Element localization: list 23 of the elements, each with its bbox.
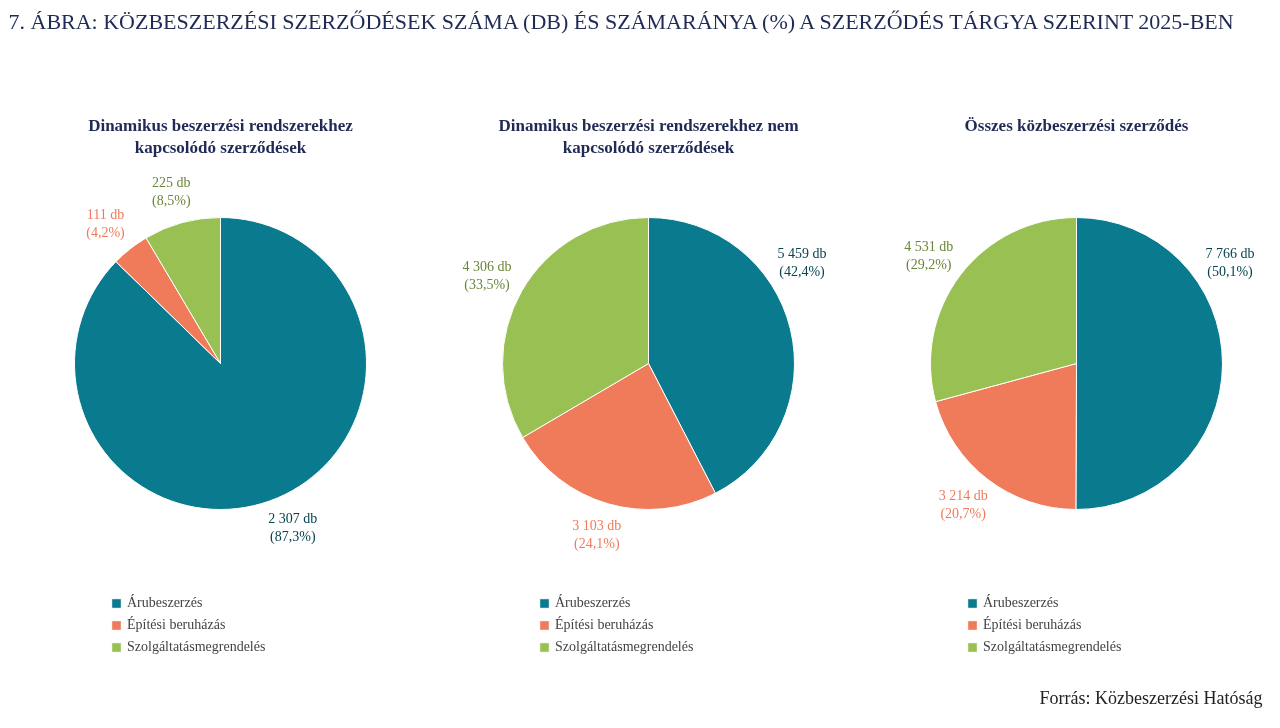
chart-title: Dinamikus beszerzési rendszerekhez kapcsolódó szerződések	[88, 115, 354, 158]
data-label: 2 307 db (87,3%)	[268, 510, 318, 545]
data-label: 4 531 db (29,2%)	[904, 238, 954, 273]
chart-title: Összes közbeszerzési szerződés	[964, 115, 1189, 135]
data-label: 4 306 db (33,5%)	[462, 258, 512, 293]
legend-label: Árubeszerzés	[983, 595, 1059, 611]
data-label: 111 db (4,2%)	[86, 207, 126, 242]
text: 7. ÁBRA: KÖZBESZERZÉSI SZERZŐDÉSEK SZÁMA (DB) ÉS SZÁMARÁNYA (%) A SZERZŐDÉS TÁRGYA SZERINT 2025-BEN	[8, 8, 1234, 34]
legend-label: Árubeszerzés	[127, 595, 203, 611]
legend-label: Építési beruházás	[983, 617, 1082, 633]
data-label: 5 459 db (42,4%)	[777, 246, 827, 281]
legend-label: Építési beruházás	[127, 617, 226, 633]
legend-label: Építési beruházás	[555, 617, 654, 633]
text: Forrás: Közbeszerzési Hatóság	[1039, 687, 1263, 708]
legend-label: Szolgáltatásmegrendelés	[127, 639, 266, 655]
legend-label: Szolgáltatásmegrendelés	[555, 639, 694, 655]
data-label: 3 103 db (24,1%)	[572, 517, 622, 552]
data-label: 225 db (8,5%)	[152, 175, 191, 210]
data-label: 7 766 db (50,1%)	[1205, 246, 1255, 281]
chart-title: Dinamikus beszerzési rendszerekhez nem kapcsolódó szerződések	[498, 115, 799, 158]
legend-label: Szolgáltatásmegrendelés	[983, 639, 1122, 655]
data-label: 3 214 db (20,7%)	[938, 488, 988, 523]
legend-label: Árubeszerzés	[555, 595, 631, 611]
